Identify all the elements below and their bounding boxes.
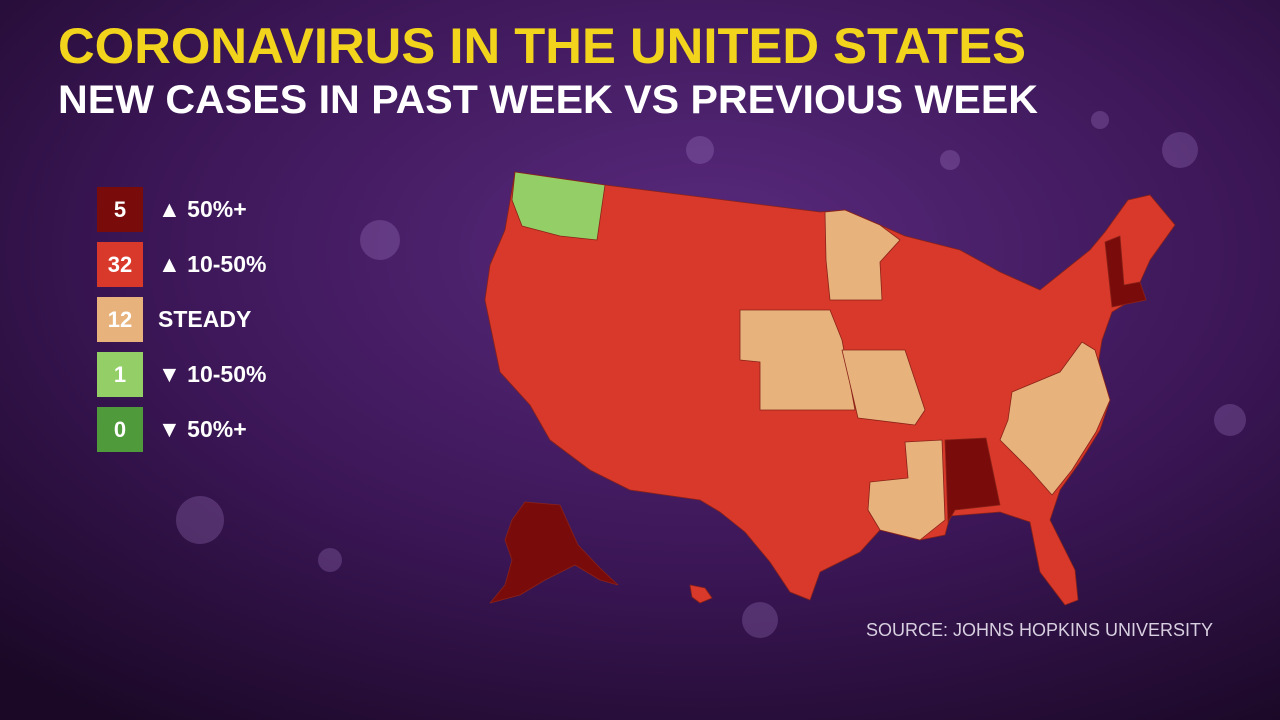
legend-count: 0 xyxy=(114,417,126,442)
legend-swatch xyxy=(97,297,143,342)
legend-count: 12 xyxy=(108,307,132,332)
legend-count: 5 xyxy=(114,197,126,222)
title: CORONAVIRUS IN THE UNITED STATES xyxy=(58,18,1026,74)
nebraska-kansas xyxy=(739,309,856,411)
subtitle: NEW CASES IN PAST WEEK VS PREVIOUS WEEK xyxy=(58,78,1038,122)
legend-label: ▲ 10-50% xyxy=(158,251,266,277)
minnesota xyxy=(824,209,901,301)
legend-label: ▼ 50%+ xyxy=(158,416,247,442)
alabama xyxy=(944,437,1001,523)
legend-count: 1 xyxy=(114,362,126,387)
legend-swatch xyxy=(97,352,143,397)
background-particles xyxy=(176,111,1246,638)
source: SOURCE: JOHNS HOPKINS UNIVERSITY xyxy=(866,620,1213,640)
legend-swatch xyxy=(97,242,143,287)
washington xyxy=(511,171,606,241)
mid-atlantic-southeast xyxy=(999,341,1111,496)
mississippi-louisiana xyxy=(867,439,946,541)
legend-label: STEADY xyxy=(158,306,251,332)
hawaii xyxy=(689,584,713,604)
legend-label: ▲ 50%+ xyxy=(158,196,247,222)
legend-swatch xyxy=(97,407,143,452)
missouri xyxy=(841,349,926,426)
legend: 5 ▲ 50%+ 32 ▲ 10-50% 12 STEADY 1 ▼ 10-50% 0 ▼ 50%… xyxy=(97,187,266,452)
legend-swatch xyxy=(97,187,143,232)
legend-label: ▼ 10-50% xyxy=(158,361,266,387)
us-map xyxy=(484,171,1176,606)
new-england xyxy=(1104,235,1147,308)
legend-count: 32 xyxy=(108,252,132,277)
alaska xyxy=(489,501,619,604)
